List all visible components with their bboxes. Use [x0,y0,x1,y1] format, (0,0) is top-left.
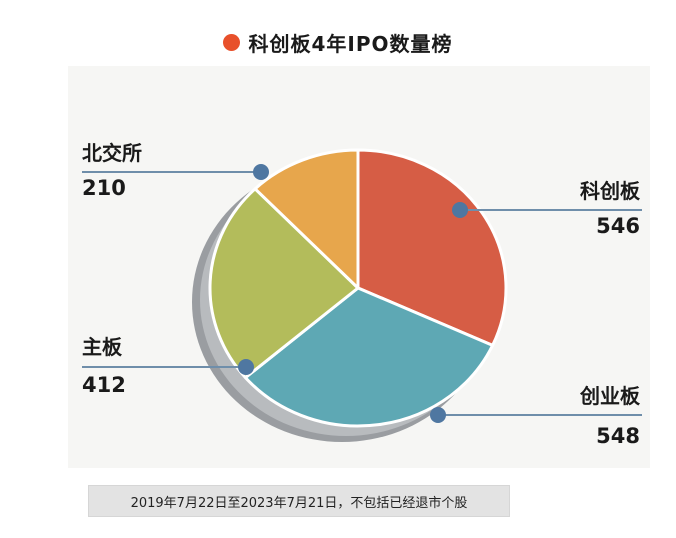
pie-slice [356,148,508,347]
leader-dot [253,164,269,180]
leader-dot [238,359,254,375]
slice-value-label: 546 [596,214,640,238]
chart-header: 科创板4年IPO数量榜 [0,28,676,57]
title-bullet-icon [223,34,241,51]
pie-slice [243,286,495,428]
leader-dot [452,202,468,218]
slice-value-label: 548 [596,424,640,448]
pie-slice [253,148,360,290]
slice-name-label: 科创板 [580,179,641,203]
chart-title: 科创板4年IPO数量榜 [248,32,453,56]
slice-name-label: 主板 [82,335,123,359]
leader-dot [430,407,446,423]
footnote-text: 2019年7月22日至2023年7月21日，不包括已经退市个股 [130,495,468,511]
slice-name-label: 北交所 [82,141,142,165]
slice-value-label: 210 [82,176,126,200]
slice-value-label: 412 [82,373,126,397]
slice-name-label: 创业板 [579,384,641,408]
pie-slice [208,187,360,380]
footnote-box: 2019年7月22日至2023年7月21日，不包括已经退市个股 [88,485,510,517]
